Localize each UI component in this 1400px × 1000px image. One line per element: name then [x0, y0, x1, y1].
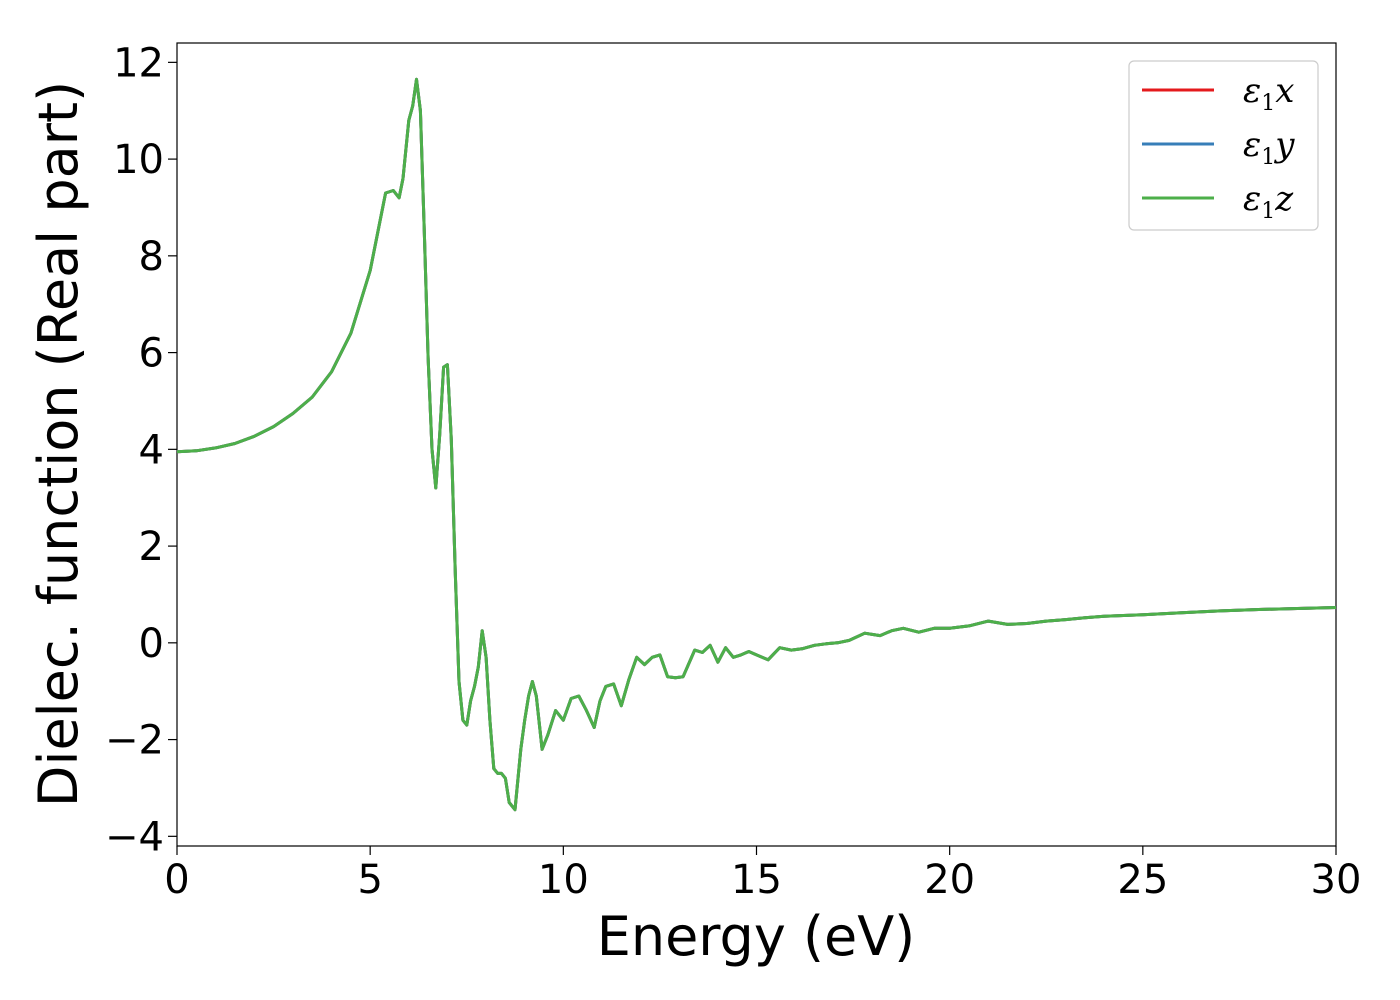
y-tick-label: 4 [139, 427, 164, 473]
legend-label-y: ε1y [1243, 125, 1295, 170]
y-tick-label: −4 [105, 814, 164, 860]
legend-label-z: ε1z [1243, 179, 1294, 224]
legend: ε1x ε1y ε1z [1128, 60, 1319, 231]
y-axis-ticks: −4 −2 0 2 4 6 8 10 12 [105, 40, 177, 860]
x-axis-label: Energy (eV) [597, 905, 916, 968]
x-tick-label: 15 [731, 857, 782, 903]
y-tick-label: 10 [113, 137, 164, 183]
y-axis-label: Dielec. function (Real part) [27, 81, 90, 807]
series-line-z [176, 77, 1337, 812]
y-tick-label: 12 [113, 40, 164, 86]
x-tick-label: 25 [1117, 857, 1168, 903]
legend-label-x: ε1x [1243, 71, 1294, 116]
y-tick-label: 6 [139, 331, 164, 377]
x-tick-label: 20 [924, 857, 975, 903]
x-tick-label: 5 [357, 857, 382, 903]
y-tick-label: −2 [105, 718, 164, 764]
y-tick-label: 0 [139, 621, 164, 667]
x-tick-label: 0 [164, 857, 189, 903]
y-tick-label: 8 [139, 234, 164, 280]
series-layer [176, 77, 1337, 812]
legend-frame [1128, 60, 1319, 231]
x-tick-label: 10 [538, 857, 589, 903]
x-axis-ticks: 0 5 10 15 20 25 30 [164, 846, 1361, 903]
x-tick-label: 30 [1311, 857, 1362, 903]
y-tick-label: 2 [139, 524, 164, 570]
